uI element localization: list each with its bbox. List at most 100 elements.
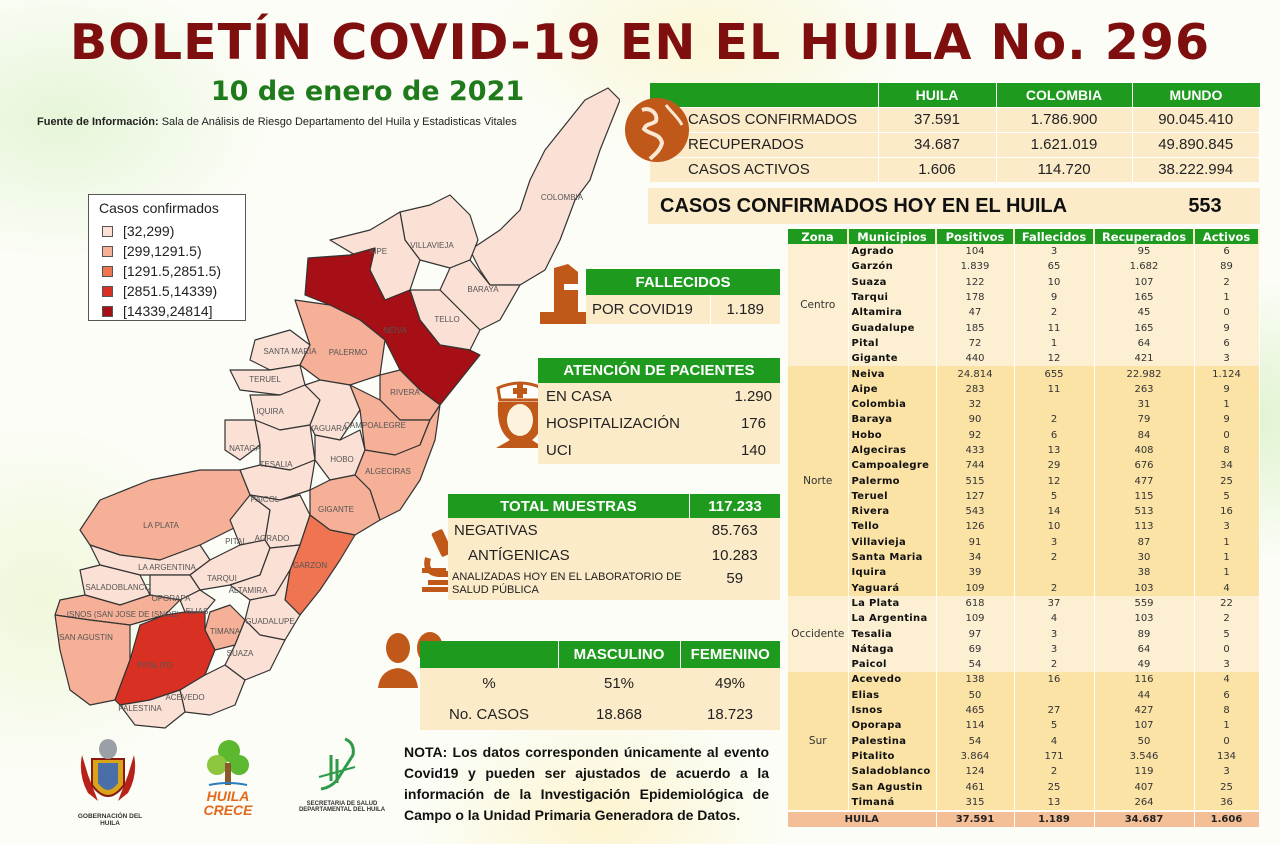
fallecidos-cell: 2 — [1014, 305, 1095, 321]
activos-cell: 16 — [1194, 504, 1260, 520]
municipio-cell: Nátaga — [848, 641, 937, 658]
today-cases-value: 553 — [1188, 194, 1222, 217]
municipio-cell: Santa Maria — [848, 549, 937, 566]
svg-text:LA ARGENTINA: LA ARGENTINA — [138, 563, 196, 572]
legend-label: [299,1291.5) — [123, 243, 202, 259]
secretaria-line1: SECRETARIA DE SALUD — [306, 801, 378, 807]
recuperados-cell: 30 — [1094, 549, 1195, 566]
positivos-cell: 109 — [936, 580, 1015, 596]
fallecidos-cell: 5 — [1014, 488, 1095, 505]
municipio-cell: Yaguará — [848, 580, 937, 596]
fallecidos-value: 1.189 — [709, 295, 780, 324]
fallecidos-cell: 3 — [1014, 244, 1095, 260]
bulletin-date: 10 de enero de 2021 — [210, 76, 525, 107]
atencion-label-uci: UCI — [546, 442, 572, 459]
atencion-value-casa: 1.290 — [734, 388, 772, 405]
positivos-cell: 97 — [936, 626, 1015, 642]
sexo-header-masculino: MASCULINO — [557, 641, 680, 668]
svg-text:AGRADO: AGRADO — [255, 534, 290, 543]
footer-logos: GOBERNACIÓN DEL HUILA HUILA CRECE SECRET… — [70, 735, 390, 835]
svg-text:ELIAS: ELIAS — [186, 607, 209, 616]
svg-text:PAICOL: PAICOL — [251, 495, 280, 504]
atencion-label-casa: EN CASA — [546, 388, 612, 405]
activos-cell: 6 — [1194, 687, 1260, 703]
nurse-icon — [496, 381, 544, 448]
municipio-cell: Palermo — [848, 473, 937, 489]
positivos-cell: 24.814 — [936, 366, 1015, 382]
source-line: Fuente de Información: Sala de Análisis … — [37, 116, 517, 128]
positivos-cell: 39 — [936, 565, 1015, 581]
summary-row-recuperados: RECUPERADOS 34.687 1.621.019 49.890.845 — [650, 131, 1260, 157]
table-row: Yaguará 109 2 103 4 — [788, 580, 1260, 596]
value-mundo: 38.222.994 — [1132, 156, 1260, 182]
muestras-total: 117.233 — [688, 494, 780, 518]
legend-title: Casos confirmados — [99, 200, 219, 216]
municipio-cell: San Agustin — [848, 779, 937, 795]
fallecidos-cell: 2 — [1014, 549, 1095, 566]
municipio-cell: Suaza — [848, 274, 937, 290]
muestras-label-laboratorio: ANALIZADAS HOY EN EL LABORATORIO DE SALU… — [452, 571, 682, 596]
activos-cell: 6 — [1194, 335, 1260, 352]
municipio-cell: Garzón — [848, 259, 937, 275]
svg-text:PALESTINA: PALESTINA — [118, 704, 162, 713]
sexo-label-pct: % — [482, 675, 496, 692]
map-legend: Casos confirmados [32,299) [299,1291.5) … — [88, 194, 246, 321]
table-row: Elias 50 44 6 — [788, 687, 1260, 703]
positivos-cell: 440 — [936, 351, 1015, 367]
table-row: Palermo 515 12 477 25 — [788, 473, 1260, 489]
positivos-cell: 91 — [936, 534, 1015, 550]
recuperados-cell: 1.682 — [1094, 259, 1195, 275]
col-recuperados: Recuperados — [1094, 229, 1195, 244]
municipio-cell: Altamira — [848, 305, 937, 321]
fallecidos-cell: 25 — [1014, 779, 1095, 795]
total-fallecidos: 1.189 — [1014, 809, 1095, 827]
summary-header-colombia: COLOMBIA — [996, 83, 1133, 107]
table-row: Tello 126 10 113 3 — [788, 519, 1260, 535]
table-row: Aipe 283 11 263 9 — [788, 381, 1260, 397]
total-activos: 1.606 — [1194, 809, 1260, 827]
summary-row-confirmados: CASOS CONFIRMADOS 37.591 1.786.900 90.04… — [650, 106, 1260, 132]
recuperados-cell: 89 — [1094, 626, 1195, 642]
recuperados-cell: 407 — [1094, 779, 1195, 795]
fallecidos-cell: 13 — [1014, 794, 1095, 811]
municipio-cell: Elias — [848, 687, 937, 703]
table-row: Saladoblanco 124 2 119 3 — [788, 764, 1260, 780]
sexo-value-fem-casos: 18.723 — [707, 706, 753, 723]
recuperados-cell: 31 — [1094, 396, 1195, 413]
value-colombia: 1.621.019 — [996, 131, 1133, 157]
fallecidos-cell: 10 — [1014, 274, 1095, 290]
table-row: Isnos 465 27 427 8 — [788, 702, 1260, 719]
col-zona: Zona — [788, 229, 849, 244]
recuperados-cell: 103 — [1094, 580, 1195, 596]
zone-cell: Occidente — [788, 595, 849, 673]
svg-text:RIVERA: RIVERA — [390, 388, 420, 397]
activos-cell: 36 — [1194, 794, 1260, 811]
fallecidos-cell: 3 — [1014, 534, 1095, 550]
fallecidos-cell: 2 — [1014, 412, 1095, 428]
region-nataga — [224, 419, 261, 461]
table-row: Nátaga 69 3 64 0 — [788, 641, 1260, 658]
zone-cell: Centro — [788, 244, 849, 367]
fallecidos-panel: FALLECIDOS POR COVID19 1.189 — [586, 269, 780, 324]
fallecidos-cell: 4 — [1014, 733, 1095, 749]
summary-row-activos: CASOS ACTIVOS 1.606 114.720 38.222.994 — [650, 156, 1260, 182]
recuperados-cell: 427 — [1094, 702, 1195, 719]
positivos-cell: 178 — [936, 289, 1015, 306]
svg-text:SUAZA: SUAZA — [227, 649, 254, 658]
activos-cell: 6 — [1194, 244, 1260, 260]
recuperados-cell: 115 — [1094, 488, 1195, 505]
activos-cell: 2 — [1194, 274, 1260, 290]
recuperados-cell: 165 — [1094, 289, 1195, 306]
positivos-cell: 50 — [936, 687, 1015, 703]
svg-text:BARAYA: BARAYA — [467, 285, 499, 294]
globe-icon — [625, 98, 689, 162]
municipio-cell: Hobo — [848, 427, 937, 443]
activos-cell: 0 — [1194, 733, 1260, 749]
table-row: Tesalia 97 3 89 5 — [788, 626, 1260, 642]
table-row: Suaza 122 10 107 2 — [788, 274, 1260, 290]
fallecidos-cell: 10 — [1014, 519, 1095, 535]
positivos-cell: 114 — [936, 718, 1015, 734]
fallecidos-cell: 37 — [1014, 595, 1095, 612]
fallecidos-cell: 3 — [1014, 641, 1095, 658]
svg-text:GARZON: GARZON — [293, 561, 327, 570]
